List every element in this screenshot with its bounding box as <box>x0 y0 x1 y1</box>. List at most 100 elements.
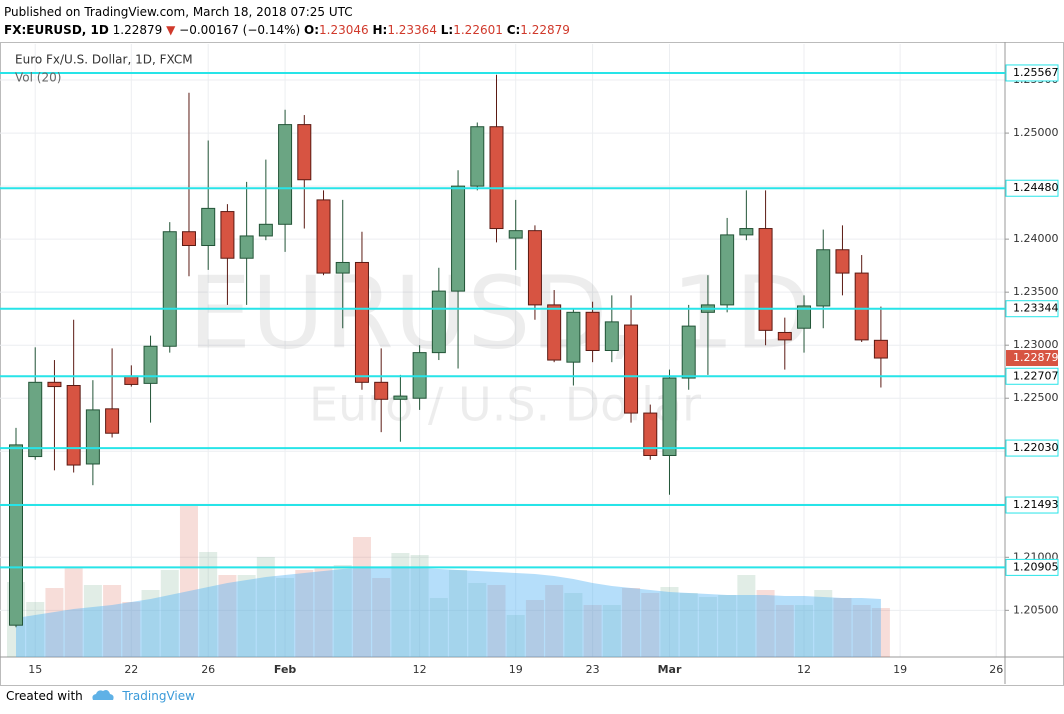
x-tick-label: Feb <box>274 663 297 676</box>
candle-body <box>508 230 523 239</box>
watermark: EURUSD, 1D <box>188 254 812 371</box>
h-label: H: <box>372 23 388 37</box>
candle-body <box>624 324 639 414</box>
candle-body <box>316 199 331 274</box>
candle-body <box>681 325 696 379</box>
volume-bar <box>718 595 737 657</box>
candle-body <box>431 290 446 354</box>
volume-bar <box>737 575 756 657</box>
candle-body <box>758 228 773 331</box>
o: 1.23046 <box>319 23 369 37</box>
volume-bar <box>622 588 641 657</box>
volume-bar <box>218 575 237 657</box>
c-label: C: <box>506 23 521 37</box>
volume-bar <box>45 588 64 657</box>
volume-bar <box>814 590 833 657</box>
candle-body <box>9 444 23 626</box>
volume-bar <box>276 578 295 657</box>
logo <box>92 690 114 700</box>
x-tick-label: Mar <box>658 663 682 676</box>
y-tick-label: 1.24000 <box>1013 232 1059 245</box>
candle-body <box>335 261 350 274</box>
volume-bar <box>314 567 333 657</box>
candle-body <box>835 249 850 274</box>
candle-body <box>258 223 273 237</box>
candle-body <box>143 345 158 384</box>
volume-bar <box>141 590 160 657</box>
y-tick-label: 1.23500 <box>1013 285 1059 298</box>
volume-bar <box>26 602 45 657</box>
o-label: O: <box>304 23 320 37</box>
volume-bar <box>103 585 122 657</box>
candle-body <box>220 211 235 259</box>
volume-bar <box>487 585 506 657</box>
level-label-box <box>1005 439 1059 457</box>
candle-body <box>854 272 869 341</box>
volume-bar <box>429 598 448 657</box>
volume-ma-area <box>16 567 881 657</box>
volume-label: Vol (20) <box>15 71 61 85</box>
candle-body <box>28 381 43 458</box>
direction: ▼ <box>166 23 176 37</box>
candle-body <box>873 339 888 359</box>
candle-body <box>585 311 600 351</box>
footer: Created with TradingView <box>6 688 195 703</box>
candle-body <box>451 185 466 292</box>
symbol: FX:EURUSD, 1D <box>4 23 109 37</box>
x-tick-label: 22 <box>124 663 138 676</box>
volume-bar <box>410 555 429 657</box>
frame <box>0 42 1064 686</box>
candle-body <box>239 235 254 259</box>
volume-bar <box>756 590 775 657</box>
x-tick-label: 23 <box>586 663 600 676</box>
candle-body <box>278 124 293 225</box>
volume-bar <box>295 570 314 657</box>
volume-bar <box>871 608 890 657</box>
volume-bar <box>833 598 852 657</box>
x-tick-label: 26 <box>201 663 215 676</box>
volume-bar <box>122 602 141 657</box>
candle-body <box>662 377 677 456</box>
volume-bar <box>160 570 179 657</box>
candle-body <box>547 304 562 361</box>
candle-body <box>47 381 62 388</box>
volume-bar <box>602 605 621 657</box>
candle-body <box>816 249 831 307</box>
level-label-box <box>1005 367 1059 385</box>
x-tick-label: 19 <box>893 663 907 676</box>
x-tick-label: 12 <box>797 663 811 676</box>
volume-bar <box>199 552 218 657</box>
candle-body <box>604 321 619 351</box>
last: 1.22879 <box>112 23 163 37</box>
header: Published on TradingView.com, March 18, … <box>4 3 570 39</box>
volume-bar <box>64 568 83 657</box>
candle-body <box>181 231 196 247</box>
c: 1.22879 <box>520 23 570 37</box>
candle-body <box>105 408 120 434</box>
candle-body <box>566 311 581 363</box>
level-label-box <box>1005 179 1059 197</box>
candle-body <box>777 331 792 341</box>
y-tick-label: 1.20500 <box>1013 603 1059 616</box>
watermark-sub: Euro / U.S. Dollar <box>309 378 701 432</box>
volume-bar <box>660 587 679 657</box>
l: 1.22601 <box>453 23 503 37</box>
level-label: 1.21493 <box>1013 498 1059 511</box>
level-label: 1.22707 <box>1013 369 1059 382</box>
last-price-box <box>1006 350 1058 367</box>
x-tick-label: 19 <box>509 663 523 676</box>
brand: TradingView <box>122 689 195 703</box>
volume-bar <box>449 570 468 657</box>
level-label: 1.20905 <box>1013 560 1059 573</box>
x-tick-label: 15 <box>28 663 42 676</box>
level-label-box <box>1005 496 1059 514</box>
y-tick-label: 1.25000 <box>1013 126 1059 139</box>
last-price-label: 1.22879 <box>1013 351 1059 364</box>
candle-body <box>720 234 735 306</box>
level-label: 1.25567 <box>1013 66 1059 79</box>
volume-bar <box>795 605 814 657</box>
candle-body <box>489 126 504 230</box>
volume-bar <box>237 575 256 657</box>
l-label: L: <box>440 23 454 37</box>
